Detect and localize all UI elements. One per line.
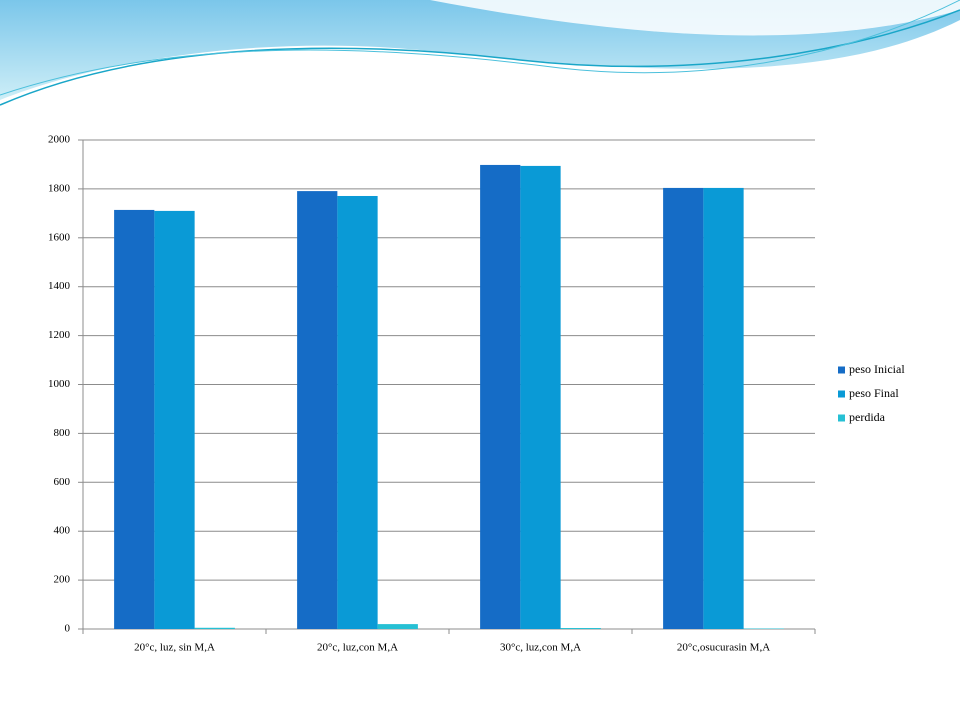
bar bbox=[520, 165, 561, 630]
legend-swatch bbox=[838, 366, 845, 374]
legend: peso Inicial peso Final perdida bbox=[838, 362, 905, 424]
bar bbox=[663, 187, 704, 629]
y-tick-label: 800 bbox=[54, 427, 71, 439]
legend-label: perdida bbox=[849, 410, 886, 424]
bar bbox=[560, 628, 601, 629]
y-tick-label: 1200 bbox=[48, 329, 71, 341]
legend-label: peso Final bbox=[849, 386, 899, 400]
y-tick-label: 2000 bbox=[48, 134, 71, 146]
x-tick-label: 30°c, luz,con M,A bbox=[500, 642, 581, 654]
legend-swatch bbox=[838, 414, 845, 422]
bar bbox=[114, 209, 155, 629]
y-tick-label: 1400 bbox=[48, 280, 71, 292]
bar bbox=[703, 187, 744, 629]
legend-label: peso Inicial bbox=[849, 362, 905, 376]
bar bbox=[337, 195, 378, 630]
y-tick-label: 0 bbox=[65, 623, 71, 635]
x-tick-label: 20°c,osucurasin M,A bbox=[677, 642, 770, 654]
y-tick-label: 400 bbox=[54, 525, 71, 537]
y-tick-label: 1600 bbox=[48, 231, 71, 243]
legend-swatch bbox=[838, 390, 845, 398]
bar bbox=[154, 210, 195, 629]
bar bbox=[297, 191, 338, 629]
x-tick-label: 20°c, luz, sin M,A bbox=[134, 642, 215, 654]
y-tick-label: 200 bbox=[54, 574, 71, 586]
bar bbox=[480, 164, 521, 629]
header-decoration bbox=[0, 0, 960, 106]
bar bbox=[194, 627, 235, 629]
x-tick-label: 20°c, luz,con M,A bbox=[317, 642, 398, 654]
y-tick-label: 1000 bbox=[48, 378, 71, 390]
y-tick-label: 600 bbox=[54, 476, 71, 488]
y-tick-label: 1800 bbox=[48, 182, 71, 194]
plot-area: 0 200 400 600 800 1000 1200 1400 1600 1800 2000 20°… bbox=[48, 134, 905, 654]
bar bbox=[377, 624, 418, 629]
